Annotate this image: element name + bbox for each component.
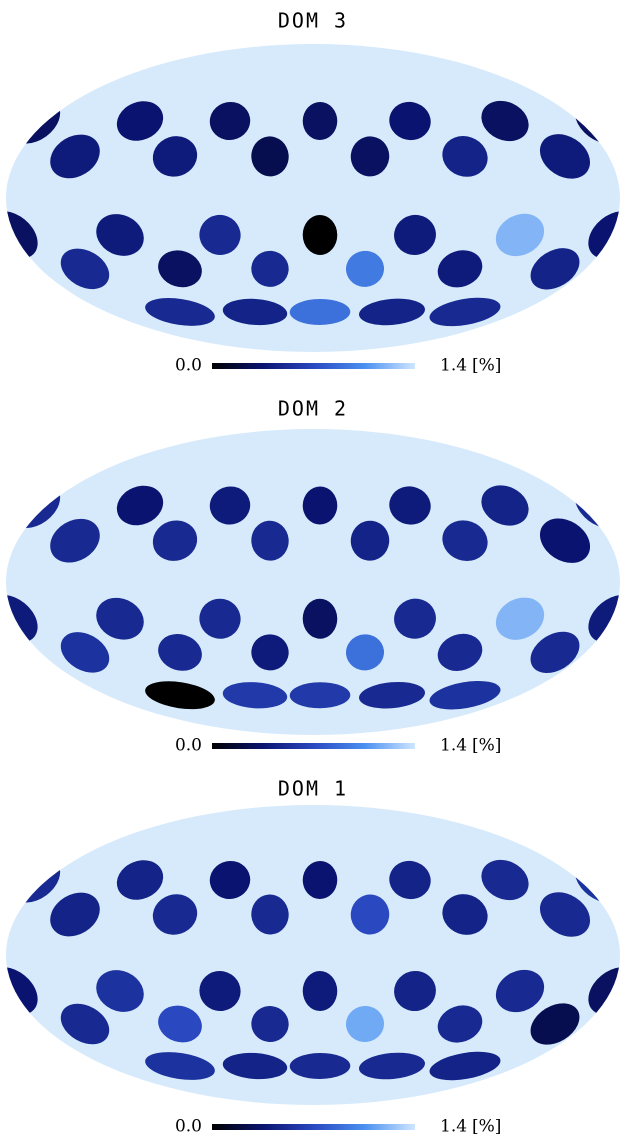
spot [302, 598, 338, 639]
panel-title: DOM 3 [278, 9, 348, 33]
spot [50, 518, 100, 563]
colorbar-unit: [%] [472, 736, 501, 756]
spot [96, 970, 144, 1012]
spot [495, 213, 545, 257]
spot [60, 248, 110, 290]
spot [442, 136, 488, 177]
spot [251, 250, 289, 287]
spot [359, 298, 425, 326]
spot [251, 520, 289, 561]
panel-title: DOM 1 [278, 777, 348, 801]
spot [481, 100, 529, 142]
spot [442, 894, 488, 935]
spot [209, 860, 251, 900]
spot [152, 136, 198, 177]
spot [50, 892, 100, 937]
spot [429, 681, 501, 710]
colorbar-max-label: 1.4 [440, 1117, 467, 1137]
colorbar-min-label: 0.0 [175, 356, 202, 376]
spot [359, 1052, 425, 1080]
spot [345, 634, 385, 671]
spots [6, 482, 620, 712]
spot [350, 894, 390, 935]
spot [158, 633, 202, 671]
spot [394, 598, 436, 639]
spot [96, 597, 144, 640]
spot [429, 297, 501, 327]
colorbar-max-label: 1.4 [440, 356, 467, 376]
spot [222, 298, 288, 326]
spot [495, 597, 545, 640]
spot [145, 298, 215, 326]
colorbar [212, 363, 415, 369]
spot [350, 136, 390, 177]
spot [251, 1005, 289, 1043]
spot [302, 214, 338, 255]
spot [302, 971, 338, 1011]
spot [289, 1052, 351, 1080]
spot [222, 1052, 288, 1080]
spot [199, 970, 241, 1012]
colorbar [212, 743, 415, 749]
spot [152, 520, 198, 561]
spot [539, 892, 591, 937]
spot [437, 633, 483, 671]
spot [389, 101, 431, 141]
spot [251, 136, 289, 177]
spot [199, 598, 241, 639]
spot [289, 682, 351, 709]
spot [442, 520, 488, 562]
spot [530, 248, 580, 290]
panel-title: DOM 2 [278, 397, 348, 421]
spot [145, 1052, 215, 1080]
spot [481, 485, 529, 526]
spot [50, 134, 100, 179]
spot [394, 970, 436, 1012]
spot [345, 250, 385, 287]
spot [96, 214, 144, 256]
spot [389, 486, 431, 525]
spot [60, 1003, 110, 1045]
spot [302, 486, 338, 525]
spot [345, 1005, 385, 1043]
spot [60, 632, 110, 673]
spot [302, 861, 338, 899]
colorbar-max-label: 1.4 [440, 736, 467, 756]
spot [116, 101, 164, 141]
spot [145, 681, 215, 710]
spot [289, 298, 351, 325]
colorbar-unit: [%] [472, 1117, 501, 1137]
spot [116, 485, 164, 526]
spot [437, 250, 483, 288]
spot [539, 518, 591, 563]
spot [209, 101, 251, 141]
spot [199, 214, 241, 255]
spot [251, 634, 289, 671]
spot [394, 214, 436, 256]
spot [251, 894, 289, 935]
spot [222, 682, 288, 709]
spot [530, 1003, 580, 1045]
spot [429, 1051, 501, 1081]
spot [350, 520, 390, 561]
colorbar-unit: [%] [472, 356, 501, 376]
spot [389, 860, 431, 900]
spot [539, 134, 591, 179]
spot [302, 102, 338, 140]
colorbar-min-label: 0.0 [175, 1117, 202, 1137]
spot [359, 681, 425, 709]
spot [495, 969, 545, 1013]
spot [158, 250, 202, 288]
spot [530, 631, 580, 674]
spot [152, 894, 198, 935]
spot [158, 1005, 202, 1043]
colorbar-min-label: 0.0 [175, 736, 202, 756]
spot [437, 1005, 483, 1043]
spot [116, 860, 164, 900]
spot [209, 486, 251, 525]
colorbar [212, 1124, 415, 1130]
spot [481, 859, 529, 901]
